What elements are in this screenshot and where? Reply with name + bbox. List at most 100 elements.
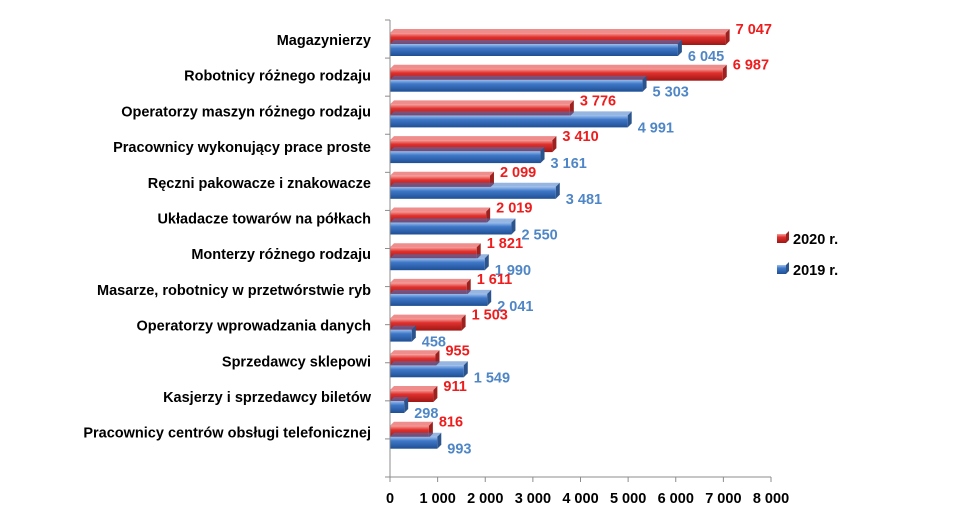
data-label-2020: 3 776	[580, 93, 616, 109]
data-label-2019: 6 045	[688, 49, 724, 65]
bar-2019-face	[390, 44, 678, 56]
data-label-2019: 2 550	[521, 228, 557, 244]
bar-2019-face	[390, 330, 412, 342]
bar-2019-face	[390, 258, 485, 270]
category-label: Robotnicy różnego rodzaju	[184, 69, 371, 85]
bar-2020-top	[390, 136, 556, 140]
legend-item: 2019 r.	[777, 262, 838, 279]
data-label-2019: 3 161	[551, 156, 587, 172]
bar-2019-face	[390, 223, 511, 235]
bar-2019-top	[390, 183, 560, 187]
bar-2019	[390, 361, 468, 377]
data-label-2019: 458	[422, 335, 446, 351]
data-label-2020: 1 611	[477, 272, 513, 288]
bar-2020-top	[390, 29, 730, 33]
data-label-2019: 4 991	[638, 120, 674, 136]
category-label: Operatorzy maszyn różnego rodzaju	[121, 104, 371, 120]
category-label: Kasjerzy i sprzedawcy biletów	[163, 390, 372, 406]
bar-2019	[390, 290, 491, 306]
bar-2019-face	[390, 151, 541, 163]
legend-swatch	[777, 265, 786, 274]
data-label-2019: 5 303	[653, 85, 689, 101]
bar-2019	[390, 76, 647, 92]
x-tick-label: 0	[386, 491, 394, 507]
category-label: Masarze, robotnicy w przetwórstwie ryb	[97, 283, 371, 299]
category-label: Ręczni pakowacze i znakowacze	[148, 176, 371, 192]
data-label-2020: 911	[443, 379, 466, 395]
bar-2019	[390, 147, 545, 163]
data-label-2019: 1 549	[474, 370, 510, 386]
data-label-2020: 6 987	[733, 58, 769, 74]
data-label-2019: 3 481	[566, 192, 602, 208]
bar-2019-face	[390, 401, 404, 413]
category-label: Pracownicy centrów obsługi telefonicznej	[83, 426, 371, 442]
bar-2020-top	[390, 315, 466, 319]
data-label-2020: 1 821	[487, 236, 523, 252]
legend: 2020 r. 2019 r.	[777, 231, 838, 279]
bar-2020-top	[390, 172, 494, 176]
x-tick-label: 4 000	[562, 491, 598, 507]
bar-2019-face	[390, 294, 487, 306]
bar-2020-top	[390, 422, 433, 426]
data-label-2020: 3 410	[562, 129, 598, 145]
bar-2020-top	[390, 243, 481, 247]
bar-2020-top	[390, 386, 437, 390]
legend-label: 2019 r.	[793, 263, 838, 279]
category-label: Układacze towarów na półkach	[157, 212, 371, 228]
category-label: Monterzy różnego rodzaju	[191, 247, 371, 263]
legend-swatch-side	[786, 231, 789, 243]
data-label-2020: 955	[445, 343, 469, 359]
bar-2019-top	[390, 361, 468, 365]
legend-swatch	[777, 234, 786, 243]
category-label: Sprzedawcy sklepowi	[222, 354, 371, 370]
category-label: Operatorzy wprowadzania danych	[137, 319, 371, 335]
data-label-2019: 298	[414, 406, 438, 422]
bar-2019-face	[390, 80, 643, 92]
bar-2019-top	[390, 76, 647, 80]
bar-2019-top	[390, 326, 416, 330]
category-label: Pracownicy wykonujący prace proste	[113, 140, 371, 156]
x-tick-label: 2 000	[467, 491, 503, 507]
data-label-2019: 993	[447, 442, 471, 458]
bar-2019-top	[390, 254, 489, 258]
bar-2020-top	[390, 208, 490, 212]
data-label-2020: 2 019	[496, 201, 532, 217]
bar-2019-top	[390, 433, 441, 437]
bar-2019-top	[390, 40, 682, 44]
bar-2019-face	[390, 437, 437, 449]
bar-2019-top	[390, 111, 632, 115]
bar-2019-face	[390, 187, 556, 199]
data-label-2020: 1 503	[472, 308, 508, 324]
bar-2019-top	[390, 219, 515, 223]
data-label-2020: 816	[439, 415, 463, 431]
x-tick-label: 6 000	[658, 491, 694, 507]
bar-2019	[390, 326, 416, 342]
bar-2019-top	[390, 290, 491, 294]
bar-2019-face	[390, 115, 628, 127]
bar-2019	[390, 219, 515, 235]
bar-2020-top	[390, 100, 574, 104]
x-tick-label: 7 000	[705, 491, 741, 507]
bar-2019	[390, 397, 408, 413]
bar-2019	[390, 433, 441, 449]
bar-2019-top	[390, 147, 545, 151]
data-label-2020: 2 099	[500, 165, 536, 181]
legend-label: 2020 r.	[793, 232, 838, 248]
bar-2020-top	[390, 65, 727, 69]
legend-item: 2020 r.	[777, 231, 838, 248]
data-label-2020: 7 047	[736, 22, 772, 38]
x-tick-label: 8 000	[753, 491, 789, 507]
bar-2019-face	[390, 365, 464, 377]
legend-swatch-side	[786, 262, 789, 274]
bar-2019	[390, 254, 489, 270]
x-tick-label: 3 000	[515, 491, 551, 507]
bar-2020-top	[390, 279, 471, 283]
bar-2020-top	[390, 350, 439, 354]
category-label: Magazynierzy	[277, 33, 371, 49]
x-tick-label: 1 000	[419, 491, 455, 507]
x-tick-label: 5 000	[610, 491, 646, 507]
bar-2019	[390, 111, 632, 127]
bar-2019	[390, 40, 682, 56]
bar-2019	[390, 183, 560, 199]
